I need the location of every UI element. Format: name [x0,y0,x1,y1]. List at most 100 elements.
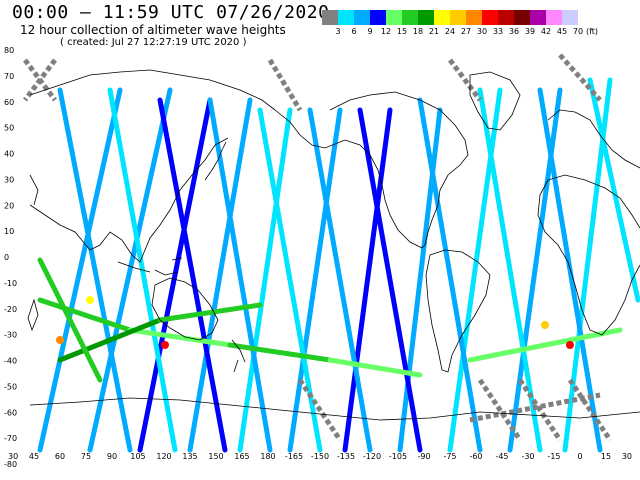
longitude-label: -165 [285,452,303,461]
legend-tick-label: 39 [524,27,536,36]
latitude-label: 50 [4,124,14,133]
longitude-label: 150 [208,452,223,461]
altimeter-track [558,53,602,102]
legend-tick-label: 36 [508,27,520,36]
longitude-labels: 30 45 60 75 90 105 120 135 150 165 180 -165 -150 -135… [8,452,632,461]
latitude-label: 80 [4,46,14,55]
legend-tick-label: 9 [367,27,373,36]
altimeter-track [397,107,443,453]
legend-swatch [514,10,530,25]
latitude-labels: 80 70 60 50 40 30 20 10 0 -10 -20 -30 -40 -50 -60 -70 -8… [4,46,17,469]
altimeter-track [469,392,601,423]
altimeter-track [37,297,133,333]
altimeter-track [37,257,103,383]
altimeter-track [357,107,423,453]
latitude-label: 30 [4,175,14,184]
altimeter-track [137,97,213,453]
altimeter-track [517,378,563,442]
longitude-label: 45 [29,452,39,461]
altimeter-track [307,107,373,453]
coastlines [27,69,640,421]
latitude-label: -60 [4,408,17,417]
altimeter-track [267,58,303,112]
legend-tick-label: 70 [572,27,584,36]
longitude-label: -105 [389,452,407,461]
altimeter-track [127,327,233,348]
latitude-label: -50 [4,382,17,391]
altimeter-track [57,317,163,363]
altimeter-track [37,87,123,453]
longitude-label: -30 [521,452,534,461]
altimeter-track [537,87,603,453]
longitude-label: 0 [577,452,582,461]
coast-na-north [329,91,469,249]
altimeter-track [587,77,640,303]
latitude-label: 20 [4,201,14,210]
coast-greenland [469,71,521,131]
coast-south-asia [29,137,229,263]
latitude-label: -70 [4,434,17,443]
longitude-label: 75 [81,452,91,461]
altimeter-track [227,342,333,363]
coast-south-america [425,249,491,373]
longitude-label: 105 [130,452,145,461]
legend-swatch [386,10,402,25]
coast-nz [231,339,246,373]
longitude-label: 60 [55,452,65,461]
longitude-label: 15 [601,452,611,461]
longitude-label: -90 [417,452,430,461]
legend-swatch [450,10,466,25]
altimeter-track [257,107,323,453]
coast-japan [204,141,227,181]
altimeter-track [23,58,57,102]
high-wave-spot [161,341,169,349]
latitude-label: -10 [4,279,17,288]
legend-tick-label: 3 [335,27,341,36]
latitude-label: -40 [4,357,17,366]
legend-tick-label: 12 [380,27,392,36]
color-legend: 3 6 9 12 15 18 21 24 27 30 33 36 39 42 45 70 (ft) [322,10,640,39]
coast-australia [151,277,219,341]
longitude-label: -150 [311,452,329,461]
altimeter-track [417,97,483,453]
altimeter-tracks [23,53,640,453]
created-timestamp: ( created: Jul 27 12:27:19 UTC 2020 ) [60,37,247,48]
legend-ticks: 3 6 9 12 15 18 21 24 27 30 33 36 39 42 45 70 (ft) [322,27,640,39]
coast-alaska [274,109,371,156]
altimeter-track [567,378,613,442]
latitude-label: 40 [4,150,14,159]
longitude-label: 30 [622,452,632,461]
legend-swatch [434,10,450,25]
legend-swatches [322,10,640,25]
legend-tick-label: 33 [492,27,504,36]
legend-swatch [402,10,418,25]
legend-swatch [338,10,354,25]
latitude-label: 60 [4,98,14,107]
legend-tick-label: 6 [351,27,357,36]
altimeter-track [467,327,623,363]
longitude-label: 165 [234,452,249,461]
coast-indonesia [117,257,183,276]
altimeter-track [327,357,423,378]
legend-swatch [482,10,498,25]
legend-unit: (ft) [585,27,599,36]
altimeter-track [207,97,273,453]
latitude-label: -20 [4,305,17,314]
legend-swatch [530,10,546,25]
longitude-label: -60 [469,452,482,461]
high-wave-spot [56,336,64,344]
legend-swatch [466,10,482,25]
altimeter-track [297,378,343,442]
high-wave-spot [541,321,549,329]
legend-swatch [354,10,370,25]
legend-swatch [562,10,578,25]
page-subtitle: 12 hour collection of altimeter wave hei… [20,23,286,37]
latitude-label: 10 [4,227,14,236]
altimeter-track [477,87,543,453]
legend-swatch [370,10,386,25]
legend-tick-label: 45 [556,27,568,36]
legend-tick-label: 18 [412,27,424,36]
altimeter-track [287,107,343,453]
legend-swatch [322,10,338,25]
